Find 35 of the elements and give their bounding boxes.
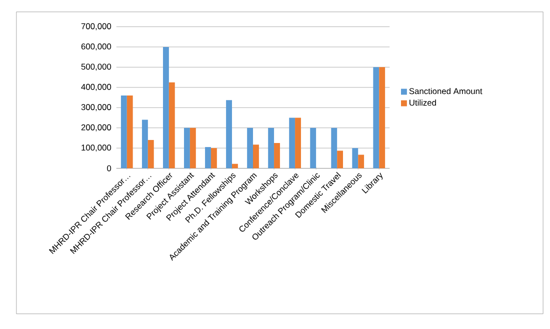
y-tick-label: 700,000 — [81, 23, 112, 30]
legend-label: Utilized — [410, 100, 436, 106]
bar — [120, 96, 127, 168]
y-tick-label: 500,000 — [81, 64, 112, 71]
bar — [226, 100, 232, 168]
y-tick-label: 400,000 — [81, 84, 112, 92]
y-tick-label: 0 — [107, 165, 112, 172]
bar — [295, 118, 301, 168]
bar — [148, 140, 154, 168]
bar — [268, 128, 274, 168]
bar — [247, 128, 254, 168]
bar — [352, 148, 358, 168]
bar — [289, 118, 296, 168]
bar — [142, 120, 148, 168]
bar — [274, 143, 280, 168]
bar — [184, 128, 190, 168]
bar — [358, 154, 364, 168]
bar — [310, 128, 316, 168]
bar — [373, 67, 380, 168]
y-tick-label: 300,000 — [81, 104, 112, 112]
y-tick-label: 200,000 — [81, 124, 112, 132]
bar — [190, 128, 196, 168]
bar — [168, 82, 175, 168]
bar — [210, 148, 217, 168]
y-tick-label: 600,000 — [81, 44, 112, 51]
bar — [337, 150, 344, 168]
bar — [162, 47, 169, 168]
bar — [253, 144, 259, 168]
y-tick-label: 100,000 — [82, 144, 112, 152]
bar — [205, 147, 211, 168]
legend-label: Sanctioned Amount — [409, 88, 482, 94]
bar — [331, 128, 338, 168]
bar — [379, 67, 386, 168]
bar — [232, 164, 238, 168]
bar — [126, 96, 133, 168]
